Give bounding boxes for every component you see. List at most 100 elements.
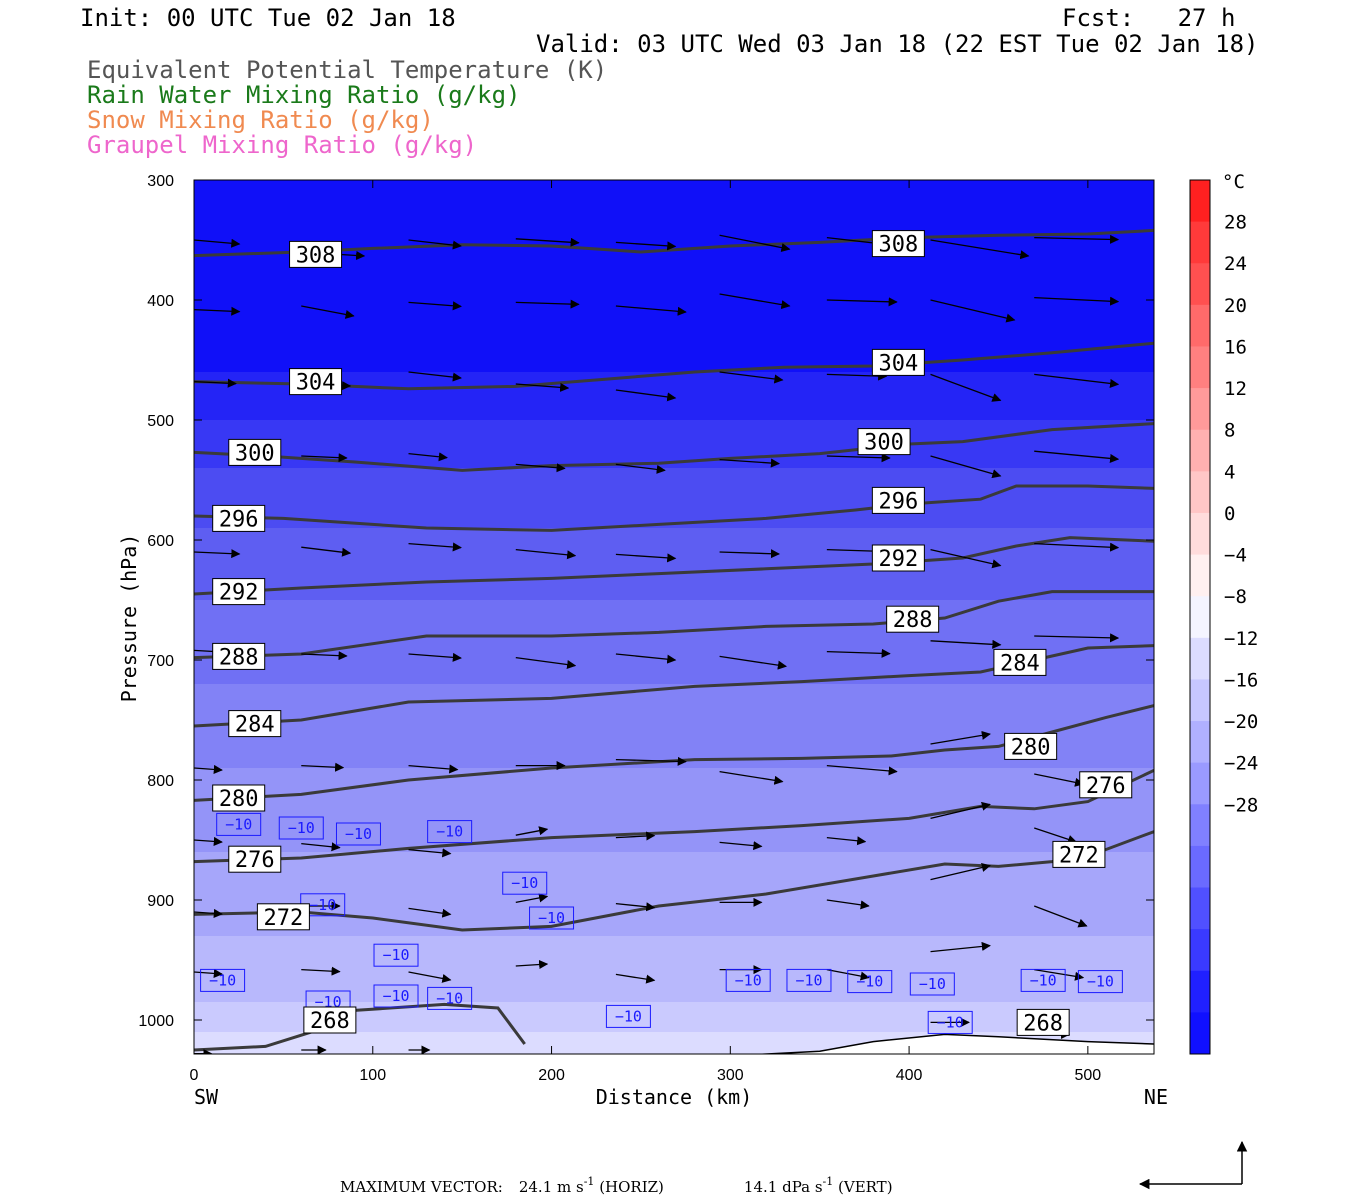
isotherm-label: −10	[795, 971, 822, 989]
contour-label-box	[212, 784, 266, 812]
theta-e-contours	[194, 228, 1154, 1052]
wind-arrow	[615, 973, 656, 984]
wind-arrow	[615, 241, 677, 251]
colorbar-segment	[1190, 804, 1210, 847]
contour-label: 272	[1059, 843, 1099, 868]
wind-arrow	[615, 463, 666, 474]
wind-arrow	[930, 299, 1016, 323]
wind-arrow	[1034, 633, 1120, 643]
y-tick-label: 600	[147, 533, 174, 550]
axes: 300 400 500 600 700 800 900 1000 0 100 200 300 400 50…	[138, 173, 1154, 1084]
contour-label-box	[212, 578, 266, 606]
contour-label: 288	[893, 608, 933, 633]
contour-label-box	[886, 605, 940, 633]
isotherm-label-box	[725, 968, 771, 992]
y-tick-label: 500	[147, 413, 174, 430]
contour-label: 308	[296, 243, 336, 268]
x-tick-label: 500	[1075, 1067, 1102, 1084]
contour-label-box	[993, 648, 1047, 676]
wind-arrow	[1034, 373, 1120, 388]
isotherm-label: −10	[1030, 971, 1057, 989]
contour-label-box	[1004, 732, 1058, 760]
wind-arrow	[826, 899, 870, 910]
contour-label: 296	[219, 507, 259, 532]
colorbar-tick-label: −16	[1224, 669, 1258, 691]
theta-e-contour	[194, 704, 1154, 802]
contour-label: 292	[878, 547, 918, 572]
colorbar-segment	[1190, 845, 1210, 889]
contour-label-box	[289, 240, 343, 268]
isotherm-label-box	[1077, 970, 1123, 994]
valid-time: Valid: 03 UTC Wed 03 Jan 18 (22 EST Tue …	[536, 30, 1258, 58]
wind-arrow	[930, 373, 1002, 402]
wind-arrow	[930, 639, 1002, 649]
contour-label-box	[256, 903, 310, 931]
contour-label-box	[212, 504, 266, 532]
isotherm-label: −10	[1087, 973, 1114, 991]
contour-label: 300	[864, 431, 904, 456]
isotherm-label: −10	[919, 975, 946, 993]
contour-label-box	[1016, 1008, 1070, 1036]
isotherm-label: −10	[382, 987, 409, 1005]
isotherm-label-box	[909, 972, 955, 996]
isotherm-label-box	[605, 1004, 651, 1028]
field-legend: Equivalent Potential Temperature (K)Rain…	[87, 56, 607, 159]
wind-arrow	[930, 941, 991, 953]
colorbar-segment	[1190, 721, 1210, 764]
wind-arrow	[408, 907, 452, 918]
fill-band	[194, 180, 1154, 372]
wind-arrow	[719, 770, 784, 785]
contour-label: 304	[296, 371, 336, 396]
wind-arrow	[301, 762, 345, 772]
legend-entry: Snow Mixing Ratio (g/kg)	[87, 106, 434, 134]
isotherm-label-box	[278, 816, 324, 840]
isotherm-label-box	[373, 943, 419, 967]
wind-arrow	[615, 305, 687, 316]
contour-label: 280	[1011, 735, 1051, 760]
isotherm-label: −10	[288, 819, 315, 837]
wind-arrow	[826, 764, 898, 776]
theta-e-contour	[194, 644, 1154, 728]
wind-arrow	[615, 902, 656, 912]
contour-label-box	[871, 348, 925, 376]
colorbar-segment	[1190, 304, 1210, 347]
wind-arrow	[826, 453, 891, 463]
fill-band	[194, 528, 1154, 600]
wind-arrow	[515, 548, 577, 560]
contour-label-box	[289, 368, 343, 396]
wind-arrow	[826, 297, 898, 307]
wind-arrow	[1033, 905, 1088, 928]
wind-arrow	[194, 238, 241, 248]
wind-arrow	[719, 293, 791, 310]
wind-arrow	[826, 836, 867, 846]
wind-arrow	[194, 908, 223, 918]
wind-arrow	[615, 653, 677, 664]
colorbar-segment	[1190, 970, 1210, 1013]
contour-label: 288	[219, 645, 259, 670]
plot-frame	[193, 179, 1155, 1055]
colorbar-tick-label: 16	[1224, 336, 1247, 358]
theta-e-contour	[194, 228, 1154, 258]
isotherm-label: −10	[382, 946, 409, 964]
isotherm-label: −10	[735, 971, 762, 989]
contour-label-box	[871, 230, 925, 258]
wind-arrow	[301, 651, 348, 661]
contour-label-box	[228, 845, 282, 873]
wind-arrow	[194, 378, 237, 388]
isotherm-label-box	[427, 986, 473, 1010]
wind-arrow	[1034, 450, 1120, 463]
colorbar-segment	[1190, 762, 1210, 805]
wind-arrow	[515, 299, 580, 309]
isotherm-label: −10	[345, 825, 372, 843]
contour-label: 292	[219, 581, 259, 606]
legend-entry: Rain Water Mixing Ratio (g/kg)	[87, 81, 520, 109]
isotherm-label: −10	[309, 896, 336, 914]
wind-arrow	[930, 730, 991, 745]
isotherm-label: −10	[937, 1013, 964, 1031]
wind-arrow	[408, 652, 462, 662]
wind-arrow	[515, 826, 549, 836]
contour-label-box	[1079, 771, 1133, 799]
colorbar: 28 24 20 16 12 8 4 0 −4 −8 −12 −16 −20 −24 −28	[1189, 179, 1258, 1055]
contour-label: 308	[878, 233, 918, 258]
x-tick-label: 200	[538, 1067, 565, 1084]
